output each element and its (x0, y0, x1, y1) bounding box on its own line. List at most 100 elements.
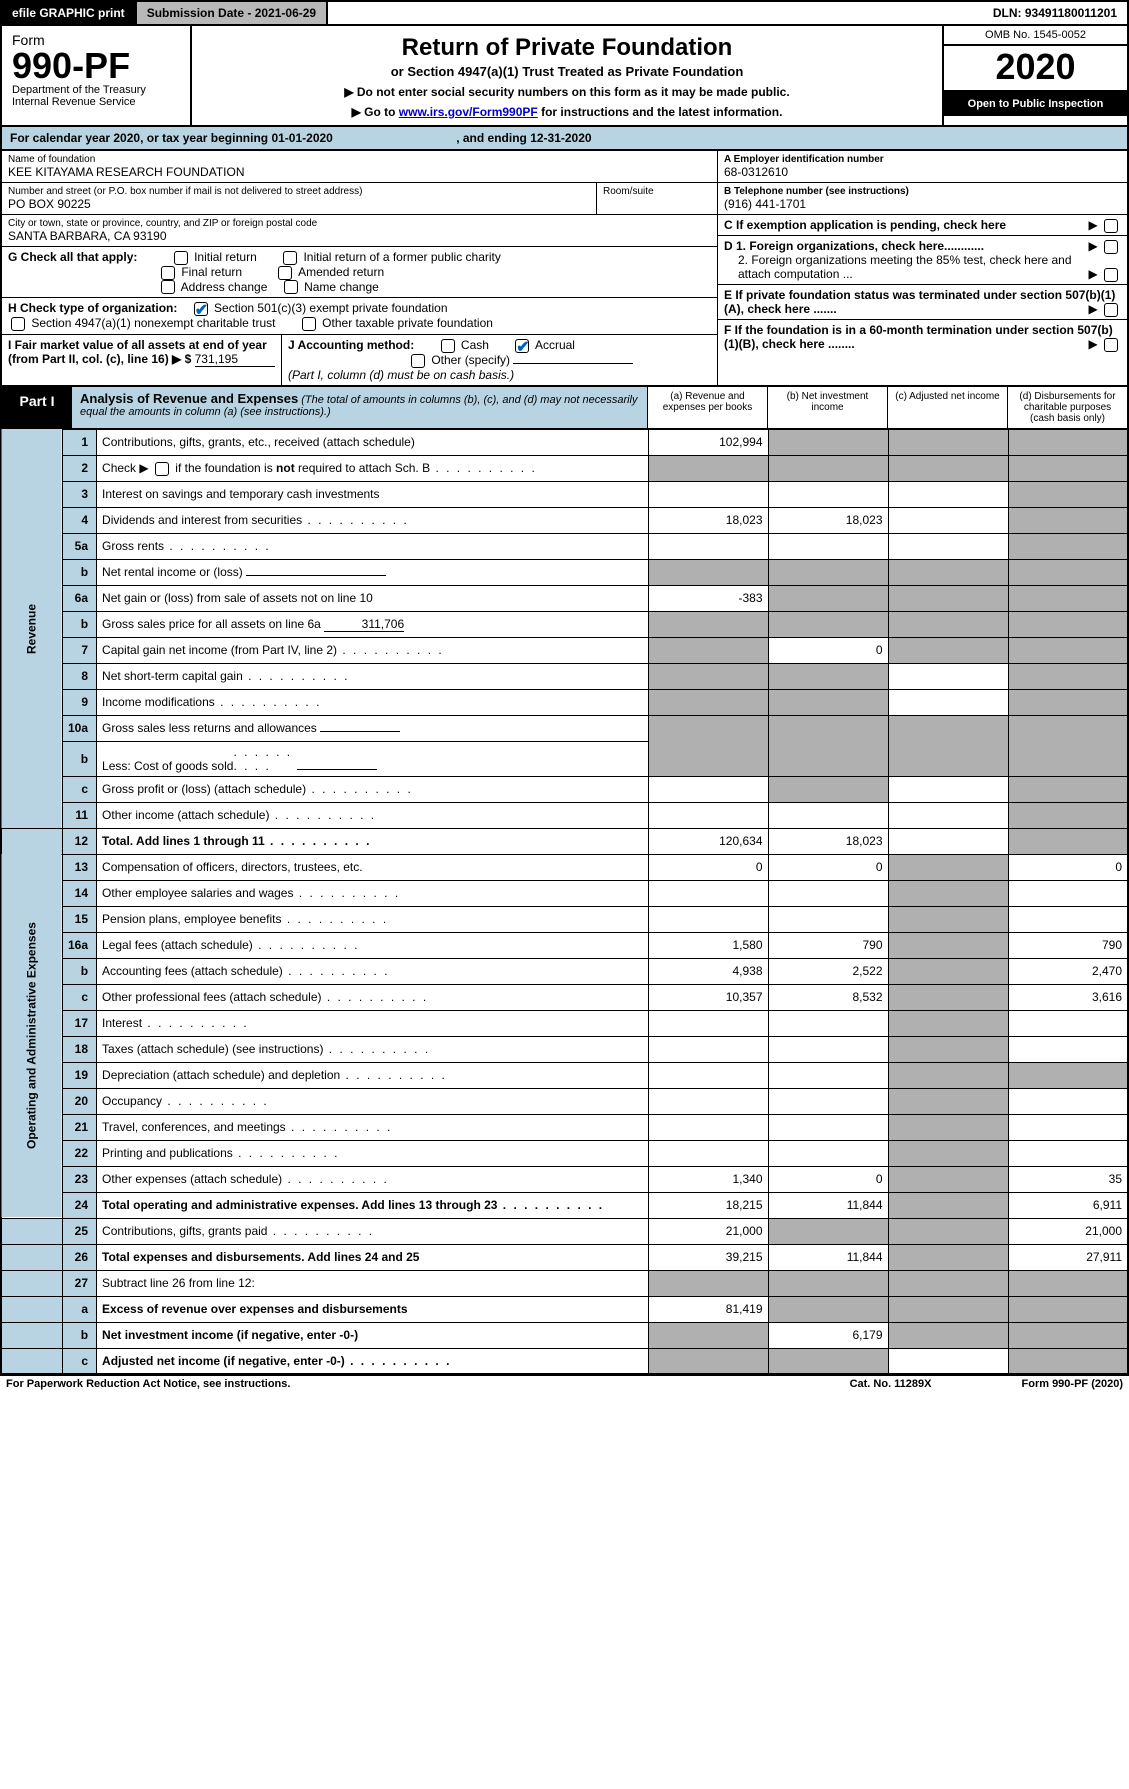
efile-label[interactable]: efile GRAPHIC print (2, 2, 137, 24)
phone-label: B Telephone number (see instructions) (724, 186, 1121, 197)
ein-value: 68-0312610 (724, 165, 1121, 179)
part1-header: Part I Analysis of Revenue and Expenses … (0, 387, 1129, 429)
table-row: 17Interest (1, 1010, 1128, 1036)
col-c-head: (c) Adjusted net income (887, 387, 1007, 428)
table-row: cAdjusted net income (if negative, enter… (1, 1348, 1128, 1374)
omb-number: OMB No. 1545-0052 (944, 26, 1127, 46)
checkbox-501c3[interactable] (194, 302, 208, 316)
footer-mid: Cat. No. 11289X (850, 1378, 932, 1390)
phone-value: (916) 441-1701 (724, 197, 1121, 211)
name-label: Name of foundation (8, 154, 711, 165)
checkbox-accrual[interactable] (515, 339, 529, 353)
table-row: 4Dividends and interest from securities1… (1, 507, 1128, 533)
section-c: C If exemption application is pending, c… (718, 215, 1127, 236)
expenses-side-label: Operating and Administrative Expenses (1, 854, 63, 1218)
table-row: 25Contributions, gifts, grants paid21,00… (1, 1218, 1128, 1244)
table-row: 16aLegal fees (attach schedule)1,5807907… (1, 932, 1128, 958)
checkbox-address-change[interactable] (161, 280, 175, 294)
room-label: Room/suite (603, 186, 711, 197)
foundation-city: SANTA BARBARA, CA 93190 (8, 229, 711, 243)
section-f: F If the foundation is in a 60-month ter… (718, 320, 1127, 354)
form-subtitle: or Section 4947(a)(1) Trust Treated as P… (202, 64, 932, 79)
submission-date: Submission Date - 2021-06-29 (137, 2, 328, 24)
checkbox-cash[interactable] (441, 339, 455, 353)
top-bar: efile GRAPHIC print Submission Date - 20… (0, 0, 1129, 26)
entity-block: Name of foundation KEE KITAYAMA RESEARCH… (0, 151, 1129, 387)
note-ssn: ▶ Do not enter social security numbers o… (202, 85, 932, 99)
checkbox-schb[interactable] (155, 462, 169, 476)
checkbox-final-return[interactable] (161, 266, 175, 280)
irs-label: Internal Revenue Service (12, 96, 180, 108)
table-row: 8Net short-term capital gain (1, 663, 1128, 689)
section-d: D 1. Foreign organizations, check here..… (718, 236, 1127, 285)
checkbox-4947[interactable] (11, 317, 25, 331)
table-row: 23Other expenses (attach schedule)1,3400… (1, 1166, 1128, 1192)
table-row: 3Interest on savings and temporary cash … (1, 481, 1128, 507)
fmv-value: 731,195 (195, 352, 275, 367)
col-a-head: (a) Revenue and expenses per books (647, 387, 767, 428)
table-row: 7Capital gain net income (from Part IV, … (1, 637, 1128, 663)
table-row: bNet rental income or (loss) (1, 559, 1128, 585)
table-row: cOther professional fees (attach schedul… (1, 984, 1128, 1010)
section-j-label: J Accounting method: (288, 338, 414, 352)
table-row: 12Total. Add lines 1 through 11120,63418… (1, 828, 1128, 854)
table-row: cGross profit or (loss) (attach schedule… (1, 776, 1128, 802)
revenue-side-label: Revenue (1, 429, 63, 828)
checkbox-initial-former[interactable] (283, 251, 297, 265)
foundation-address: PO BOX 90225 (8, 197, 590, 211)
checkbox-initial-return[interactable] (174, 251, 188, 265)
form-title: Return of Private Foundation (202, 34, 932, 62)
table-row: 5aGross rents (1, 533, 1128, 559)
table-row: 10aGross sales less returns and allowanc… (1, 715, 1128, 741)
checkbox-d1[interactable] (1104, 240, 1118, 254)
table-row: 20Occupancy (1, 1088, 1128, 1114)
table-row: 21Travel, conferences, and meetings (1, 1114, 1128, 1140)
tax-year: 2020 (944, 46, 1127, 92)
form-number: Form 990-PF (12, 32, 180, 84)
checkbox-d2[interactable] (1104, 268, 1118, 282)
col-d-head: (d) Disbursements for charitable purpose… (1007, 387, 1127, 428)
table-row: aExcess of revenue over expenses and dis… (1, 1296, 1128, 1322)
dln-label: DLN: 93491180011201 (983, 2, 1127, 24)
col-b-head: (b) Net investment income (767, 387, 887, 428)
table-row: Revenue 1Contributions, gifts, grants, e… (1, 429, 1128, 455)
open-to-public: Open to Public Inspection (944, 92, 1127, 116)
checkbox-amended[interactable] (278, 266, 292, 280)
checkbox-c[interactable] (1104, 219, 1118, 233)
checkbox-other-method[interactable] (411, 354, 425, 368)
section-g: G Check all that apply: Initial return I… (2, 247, 717, 298)
table-row: 11Other income (attach schedule) (1, 802, 1128, 828)
city-label: City or town, state or province, country… (8, 218, 711, 229)
footer-left: For Paperwork Reduction Act Notice, see … (6, 1378, 290, 1390)
checkbox-other-taxable[interactable] (302, 317, 316, 331)
checkbox-f[interactable] (1104, 338, 1118, 352)
table-row: 24Total operating and administrative exp… (1, 1192, 1128, 1218)
j-note: (Part I, column (d) must be on cash basi… (288, 368, 514, 382)
section-e: E If private foundation status was termi… (718, 285, 1127, 320)
footer-right: Form 990-PF (2020) (1022, 1378, 1124, 1390)
table-row: 9Income modifications (1, 689, 1128, 715)
foundation-name: KEE KITAYAMA RESEARCH FOUNDATION (8, 165, 711, 179)
form-header: Form 990-PF Department of the Treasury I… (0, 26, 1129, 127)
ein-label: A Employer identification number (724, 154, 1121, 165)
table-row: 18Taxes (attach schedule) (see instructi… (1, 1036, 1128, 1062)
table-row: bNet investment income (if negative, ent… (1, 1322, 1128, 1348)
part1-label: Part I (2, 387, 72, 428)
table-row: 26Total expenses and disbursements. Add … (1, 1244, 1128, 1270)
page-footer: For Paperwork Reduction Act Notice, see … (0, 1375, 1129, 1392)
table-row: 6aNet gain or (loss) from sale of assets… (1, 585, 1128, 611)
note-link: ▶ Go to www.irs.gov/Form990PF for instru… (202, 105, 932, 119)
calendar-year-row: For calendar year 2020, or tax year begi… (0, 127, 1129, 151)
part1-table: Revenue 1Contributions, gifts, grants, e… (0, 429, 1129, 1376)
checkbox-name-change[interactable] (284, 280, 298, 294)
table-row: 19Depreciation (attach schedule) and dep… (1, 1062, 1128, 1088)
table-row: 22Printing and publications (1, 1140, 1128, 1166)
table-row: bGross sales price for all assets on lin… (1, 611, 1128, 637)
table-row: 14Other employee salaries and wages (1, 880, 1128, 906)
table-row: Operating and Administrative Expenses 13… (1, 854, 1128, 880)
section-h: H Check type of organization: Section 50… (2, 298, 717, 335)
table-row: 2Check ▶ if the foundation is not requir… (1, 455, 1128, 481)
table-row: bAccounting fees (attach schedule)4,9382… (1, 958, 1128, 984)
irs-link[interactable]: www.irs.gov/Form990PF (399, 105, 538, 119)
checkbox-e[interactable] (1104, 303, 1118, 317)
